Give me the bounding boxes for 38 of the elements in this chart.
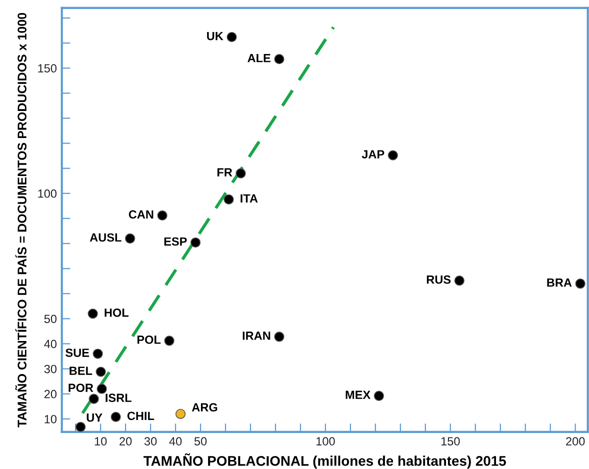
annotation: BRA [547, 278, 572, 287]
y-tick-label: 150 [38, 64, 57, 73]
y-tick-label: 50 [44, 314, 57, 324]
x-tick-label: 40 [169, 437, 182, 446]
annotation: RUS [426, 275, 451, 284]
annotation: MEX [346, 390, 370, 399]
x-axis-title: TAMAÑO POBLACIONAL (millones de habitantes) 2015 [144, 453, 506, 469]
annotation: JAP [362, 150, 384, 158]
annotation: AUSL [90, 233, 122, 242]
x-tick-label: 10 [94, 437, 107, 446]
annotation: FR [217, 168, 232, 176]
annotation: ALE [248, 54, 270, 62]
y-tick-label: 10 [44, 414, 57, 424]
x-tick-label: 200 [566, 437, 585, 446]
annotation: SUE [66, 348, 90, 357]
y-tick-label: 100 [38, 189, 57, 198]
annotation: IRAN [242, 332, 270, 340]
annotation: POR [68, 384, 94, 392]
y-tick-label: 20 [44, 390, 57, 398]
y-tick-label: 30 [44, 364, 57, 374]
annotation: ITA [240, 194, 258, 202]
annotation: ISRL [106, 394, 132, 402]
annotation: HOL [104, 308, 128, 317]
annotation: POL [137, 336, 161, 344]
x-tick-label: 100 [316, 437, 335, 446]
x-tick-label: 30 [144, 437, 157, 446]
annotation: BEL [70, 366, 92, 375]
y-axis-title: TAMAÑO CIENTÍFICO DE PAÍS = DOCUMENTOS PRODUCIDOS x 1000 [15, 12, 26, 428]
annotation: CHIL [127, 412, 154, 420]
x-tick-label: 20 [120, 437, 132, 446]
y-tick-label: 40 [44, 340, 57, 348]
annotation: UK [207, 32, 224, 40]
annotation: ARG [192, 403, 218, 412]
annotation: ESP [164, 237, 187, 246]
annotation: UY [86, 414, 102, 422]
annotation: CAN [128, 210, 154, 219]
x-tick-label: 150 [441, 437, 460, 446]
x-tick-label: 50 [194, 437, 207, 446]
